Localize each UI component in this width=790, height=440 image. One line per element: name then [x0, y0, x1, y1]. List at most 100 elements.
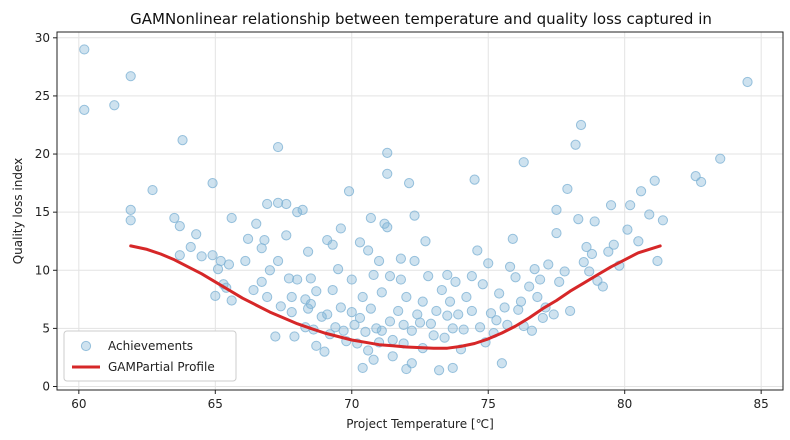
scatter-point [518, 157, 529, 168]
scatter-point [275, 301, 286, 312]
scatter-point [191, 229, 202, 240]
scatter-point [510, 272, 521, 283]
y-axis: 0 5 10 15 20 25 30 [35, 31, 57, 394]
legend-scatter-marker [80, 340, 92, 352]
scatter-point [346, 307, 357, 318]
scatter-point [608, 239, 619, 250]
x-axis: 60 65 70 75 80 85 [71, 390, 769, 411]
scatter-point [384, 316, 396, 327]
scatter-point [297, 204, 308, 215]
scatter-point [581, 241, 592, 253]
y-tick-label: 5 [42, 321, 50, 335]
x-tick-label: 60 [71, 397, 86, 411]
scatter-point [289, 331, 300, 342]
scatter-point [532, 291, 543, 303]
scatter-point [406, 358, 417, 369]
scatter-point [570, 139, 581, 150]
scatter-point [715, 153, 726, 164]
scatter-point [524, 281, 535, 292]
x-axis-label: Project Temperature [℃] [346, 417, 494, 431]
scatter-point [575, 119, 587, 131]
scatter-point [586, 248, 598, 260]
scatter-point [578, 257, 589, 268]
scatter-point [169, 212, 180, 224]
scatter-point [327, 239, 338, 250]
scatter-point [327, 284, 338, 296]
scatter-points [79, 44, 753, 376]
legend-scatter-label: Achievements [108, 339, 193, 353]
gam-line [129, 244, 662, 350]
scatter-point [625, 200, 636, 211]
scatter-point [125, 215, 136, 226]
y-tick-label: 15 [35, 205, 50, 219]
scatter-point [207, 178, 218, 189]
scatter-point [125, 71, 136, 82]
y-tick-label: 20 [35, 147, 50, 161]
scatter-point [644, 209, 655, 220]
x-tick-label: 80 [617, 397, 632, 411]
y-tick-label: 10 [35, 263, 50, 277]
scatter-point [286, 307, 297, 318]
x-tick-label: 85 [754, 397, 769, 411]
scatter-point [406, 325, 417, 336]
scatter-point [649, 175, 660, 186]
scatter-point [466, 305, 477, 317]
scatter-point [534, 274, 546, 285]
scatter-point [240, 255, 251, 267]
scatter-point [382, 147, 393, 158]
scatter-point [401, 291, 412, 303]
x-tick-label: 65 [208, 397, 223, 411]
scatter-point [346, 274, 357, 285]
scatter-point [262, 198, 273, 210]
scatter-point [357, 362, 368, 374]
scatter-point [335, 302, 346, 313]
scatter-point [125, 204, 136, 215]
scatter-point [207, 250, 218, 261]
scatter-point [360, 326, 371, 337]
scatter-point [477, 279, 488, 290]
scatter-point [622, 224, 633, 235]
scatter-point [270, 331, 281, 342]
scatter-point [373, 255, 385, 267]
scatter-point [420, 236, 431, 247]
scatter-point [434, 365, 445, 376]
scatter-point [444, 296, 456, 307]
scatter-point [316, 311, 327, 322]
scatter-point [409, 255, 420, 267]
scatter-point [248, 284, 259, 296]
scatter-point [210, 290, 221, 301]
scatter-point [196, 251, 207, 262]
scatter-point [461, 291, 472, 303]
scatter-point [474, 322, 486, 333]
scatter-point [376, 287, 387, 298]
scatter-point [483, 258, 494, 269]
scatter-point [453, 309, 464, 320]
gridlines [57, 32, 783, 390]
scatter-point [529, 264, 540, 275]
scatter-point [292, 207, 303, 218]
scatter-point [742, 76, 753, 88]
scatter-point [398, 319, 409, 331]
scatter-point [174, 250, 185, 261]
scatter-point [256, 276, 267, 288]
scatter-point [302, 246, 314, 257]
scatter-point [414, 317, 426, 328]
scatter-point [548, 309, 559, 320]
scatter-point [562, 183, 573, 195]
scatter-point [226, 295, 237, 306]
scatter-point [494, 288, 505, 299]
scatter-point [333, 264, 344, 275]
scatter-point [371, 323, 382, 334]
scatter-point [354, 312, 366, 324]
scatter-point [292, 274, 303, 285]
scatter-point [589, 216, 600, 227]
scatter-point [403, 178, 415, 189]
scatter-point [147, 184, 158, 196]
scatter-point [338, 325, 349, 336]
scatter-point [485, 308, 497, 319]
scatter-point [442, 310, 453, 321]
scatter-point [543, 259, 554, 270]
scatter-point [436, 284, 447, 296]
y-tick-label: 25 [35, 89, 50, 103]
